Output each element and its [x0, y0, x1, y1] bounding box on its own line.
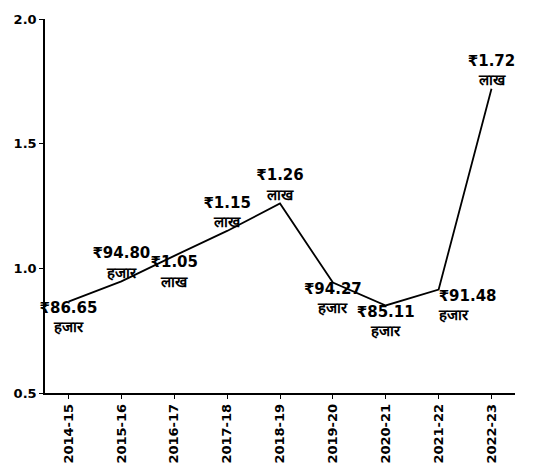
svg-text:2016-17: 2016-17	[166, 404, 181, 464]
svg-text:₹85.11हजार: ₹85.11हजार	[357, 303, 415, 341]
svg-text:2018-19: 2018-19	[272, 404, 287, 464]
svg-text:2014-15: 2014-15	[61, 404, 76, 464]
svg-text:₹1.26लाख: ₹1.26लाख	[256, 166, 303, 204]
svg-text:1.0: 1.0	[14, 261, 37, 276]
svg-text:2022-23: 2022-23	[484, 404, 499, 464]
svg-text:0.5: 0.5	[14, 386, 37, 401]
svg-text:₹1.72लाख: ₹1.72लाख	[468, 52, 515, 90]
svg-text:2021-22: 2021-22	[431, 404, 446, 464]
svg-text:2020-21: 2020-21	[378, 404, 393, 464]
svg-text:₹91.48हजार: ₹91.48हजार	[438, 287, 497, 325]
svg-text:1.5: 1.5	[14, 136, 37, 151]
svg-text:₹94.27हजार: ₹94.27हजार	[304, 280, 362, 318]
svg-text:₹1.15लाख: ₹1.15लाख	[203, 194, 250, 232]
svg-text:2017-18: 2017-18	[219, 404, 234, 464]
svg-text:₹94.80हजार: ₹94.80हजार	[92, 244, 150, 282]
svg-text:2015-16: 2015-16	[114, 404, 129, 464]
svg-text:₹86.65हजार: ₹86.65हजार	[40, 299, 98, 337]
svg-text:2.0: 2.0	[14, 12, 37, 27]
svg-text:₹1.05लाख: ₹1.05लाख	[151, 253, 198, 291]
svg-text:2019-20: 2019-20	[325, 404, 340, 464]
